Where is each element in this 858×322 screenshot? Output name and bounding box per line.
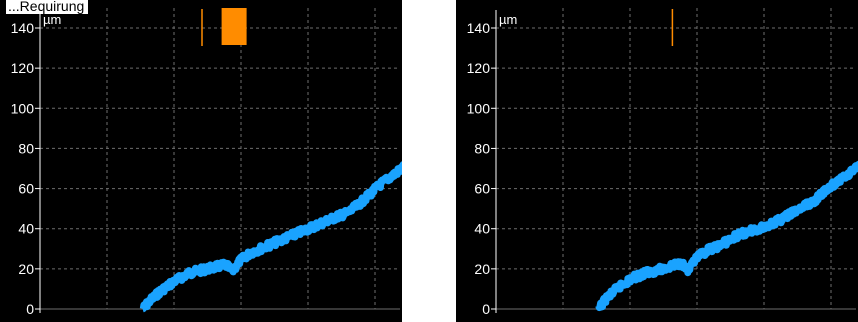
series-trace: [595, 160, 858, 312]
chart-panel-right: 0 20 40 60 80 100 120 140 µm: [456, 0, 858, 322]
y-tick-label: 120: [467, 60, 491, 76]
y-tick-label: 60: [18, 181, 34, 197]
y-tick-label: 100: [467, 100, 491, 116]
y-tick-label: 80: [18, 140, 34, 156]
chart-panel-left: 0 20 40 60 80 100 120 140 µm: [0, 0, 402, 322]
y-tick-label: 100: [11, 100, 35, 116]
y-axis-unit-label: µm: [499, 12, 517, 27]
caption-text: ...Requirung: [6, 0, 89, 14]
y-tick-label: 140: [11, 20, 35, 36]
y-tick-label: 40: [474, 221, 490, 237]
series-trace-noise: [597, 163, 858, 310]
y-tick-label: 140: [467, 20, 491, 36]
y-tick-label: 20: [474, 261, 490, 277]
y-tick-label: 20: [18, 261, 34, 277]
y-tick-label: 120: [11, 60, 35, 76]
series-trace-noise: [142, 164, 402, 310]
y-tick-label: 40: [18, 221, 34, 237]
y-tick-label: 0: [26, 301, 34, 317]
y-tick-label: 0: [482, 301, 490, 317]
grid-lines: [40, 8, 400, 309]
series-trace: [139, 161, 402, 313]
chart-left: 0 20 40 60 80 100 120 140 µm: [11, 8, 402, 317]
y-tick-label: 80: [474, 140, 490, 156]
y-tick-label: 60: [474, 181, 490, 197]
y-axis-unit-label: µm: [43, 12, 61, 27]
chart-right: 0 20 40 60 80 100 120 140 µm: [467, 8, 858, 317]
marker-block: [221, 8, 247, 45]
